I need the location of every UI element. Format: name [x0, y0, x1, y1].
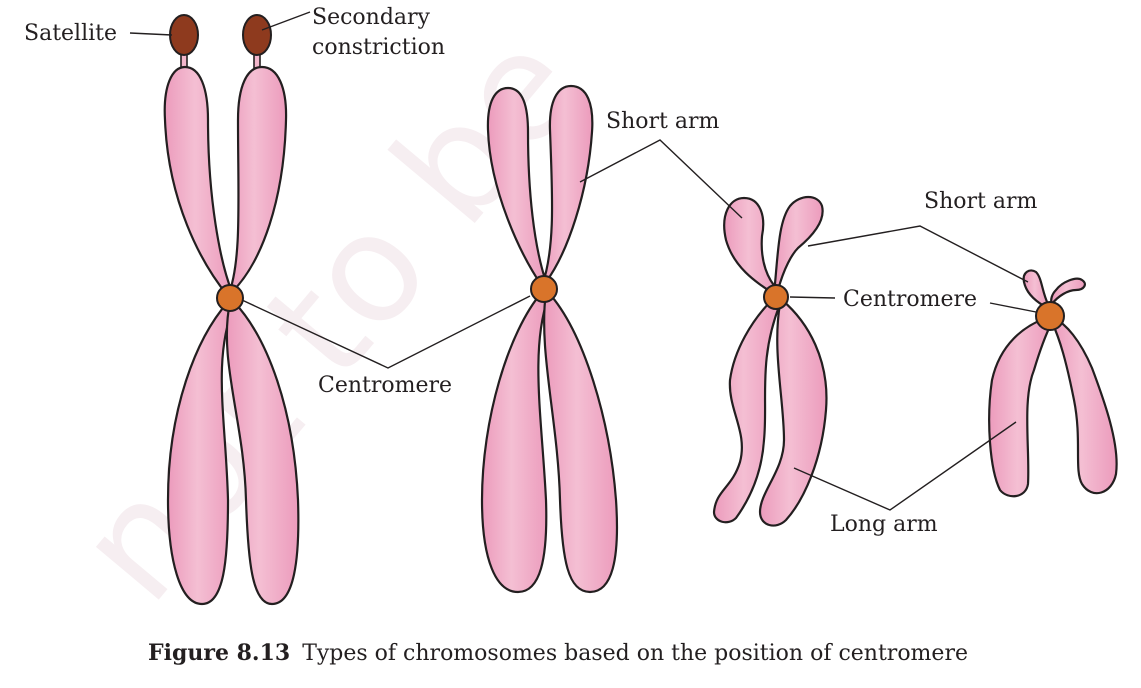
- label-short-arm-2: Short arm: [924, 189, 1037, 214]
- chromatid-upper-left: [723, 196, 780, 296]
- chromosome-metacentric-satellite: [163, 14, 300, 606]
- chromatid-lower-left: [988, 316, 1054, 498]
- leader-centromere-2-left: [789, 296, 836, 299]
- chromosome-acrocentric: [712, 195, 828, 527]
- leader-satellite: [129, 32, 173, 36]
- chromosome-telocentric: [988, 269, 1118, 498]
- chromatid-lower-right: [225, 300, 300, 606]
- chromosome-submetacentric: [480, 84, 619, 594]
- chromatid-upper-right: [772, 195, 824, 297]
- label-short-arm-1: Short arm: [606, 109, 719, 134]
- chromatid-upper-left: [486, 86, 548, 288]
- label-satellite: Satellite: [24, 21, 117, 46]
- figure-caption: Figure 8.13 Types of chromosomes based on…: [148, 640, 968, 666]
- chromatid-short-left: [1022, 269, 1050, 308]
- centromere: [763, 284, 789, 310]
- chromatid-upper-left: [163, 65, 234, 298]
- centromere: [1035, 301, 1065, 331]
- leader-short-arm-1: [579, 139, 743, 219]
- label-secondary-line2: constriction: [312, 35, 445, 60]
- leader-long-arm: [793, 421, 1017, 511]
- centromere: [530, 275, 558, 303]
- chromatid-lower-right: [543, 290, 619, 594]
- leader-lines: [129, 11, 1037, 511]
- figure-number: Figure 8.13: [148, 640, 291, 666]
- figure-caption-text: Types of chromosomes based on the positi…: [302, 641, 968, 666]
- label-secondary-line1: Secondary: [312, 5, 431, 30]
- label-long-arm: Long arm: [830, 512, 938, 537]
- chromatid-lower-right: [758, 298, 828, 527]
- chromatid-lower-left: [712, 298, 782, 524]
- satellite: [169, 14, 199, 56]
- label-centromere-1: Centromere: [318, 373, 452, 398]
- label-centromere-2: Centromere: [843, 287, 977, 312]
- leader-centromere-2-right: [989, 302, 1037, 313]
- satellite: [242, 14, 272, 56]
- leader-short-arm-2: [807, 225, 1029, 283]
- chromatid-lower-left: [480, 290, 550, 594]
- centromere: [216, 284, 244, 312]
- leader-secondary-constriction: [261, 11, 311, 31]
- leader-centromere-1: [241, 295, 531, 369]
- chromatid-upper-right: [226, 65, 288, 297]
- chromatid-upper-right: [540, 84, 594, 287]
- chromatid-short-right: [1050, 277, 1086, 307]
- chromatid-lower-right: [1050, 316, 1118, 495]
- chromatid-lower-left: [166, 300, 236, 606]
